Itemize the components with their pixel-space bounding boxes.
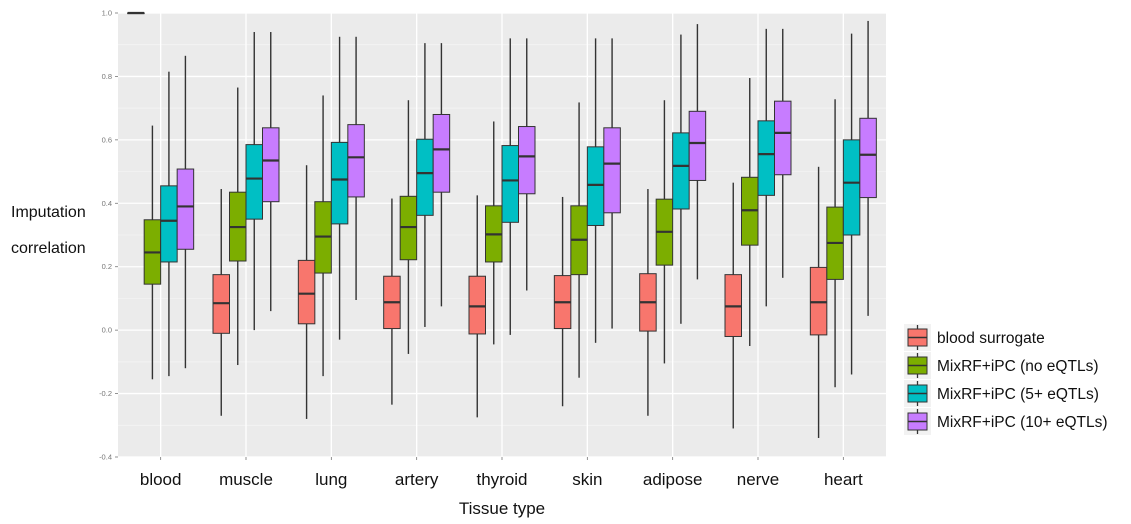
box-heart-series-0 xyxy=(809,166,828,438)
box-thyroid-series-3 xyxy=(518,38,536,291)
box-skin-series-2 xyxy=(586,38,605,343)
box-skin-series-3 xyxy=(603,38,621,329)
box-iqr xyxy=(501,145,519,223)
box-nerve-series-0 xyxy=(724,182,742,429)
x-tick-label: blood xyxy=(140,470,182,489)
box-iqr xyxy=(245,144,263,220)
y-axis-title-line-1: Imputation xyxy=(11,204,86,221)
box-iqr xyxy=(757,120,775,196)
box-artery-series-2 xyxy=(416,43,434,327)
box-iqr xyxy=(297,259,316,325)
y-axis-title-line-2: correlation xyxy=(11,240,86,257)
box-heart-series-3 xyxy=(859,20,877,316)
box-iqr xyxy=(688,110,707,181)
box-nerve-series-3 xyxy=(774,28,792,278)
box-heart-series-1 xyxy=(826,99,844,388)
x-tick-label: heart xyxy=(824,470,863,489)
y-tick-label: 0.8 xyxy=(102,72,112,81)
x-tick-label: nerve xyxy=(737,470,780,489)
box-muscle-series-3 xyxy=(262,32,280,312)
box-iqr xyxy=(432,113,451,193)
box-iqr xyxy=(518,126,536,195)
box-iqr xyxy=(842,139,861,236)
box-adipose-series-0 xyxy=(639,189,657,416)
legend-label: MixRF+iPC (5+ eQTLs) xyxy=(937,386,1099,403)
y-tick-label: 1.0 xyxy=(102,9,112,18)
box-iqr xyxy=(468,275,486,335)
x-tick-label: skin xyxy=(572,470,602,489)
box-artery-series-1 xyxy=(399,100,418,354)
y-tick-label: 0.2 xyxy=(102,262,112,271)
x-axis-title: Tissue type xyxy=(459,499,545,518)
box-adipose-series-1 xyxy=(655,100,674,364)
y-tick-label: 0.4 xyxy=(102,199,112,208)
box-iqr xyxy=(586,146,605,226)
box-iqr xyxy=(809,266,828,336)
box-iqr xyxy=(672,132,690,210)
box-blood-series-3 xyxy=(176,55,195,369)
box-blood-series-0 xyxy=(127,11,145,15)
box-iqr xyxy=(160,185,178,263)
box-lung-series-1 xyxy=(314,95,332,377)
y-tick-label: -0.2 xyxy=(99,389,112,398)
box-adipose-series-3 xyxy=(688,24,707,280)
box-skin-series-0 xyxy=(553,196,572,407)
box-layer xyxy=(127,11,877,438)
legend-item: MixRF+iPC (no eQTLs) xyxy=(904,352,1099,379)
box-thyroid-series-1 xyxy=(485,121,503,345)
box-blood-series-2 xyxy=(160,71,178,377)
legend-item: MixRF+iPC (5+ eQTLs) xyxy=(904,380,1099,407)
y-tick-label: 0.6 xyxy=(102,135,112,144)
box-heart-series-2 xyxy=(842,33,861,375)
x-tick-label: thyroid xyxy=(476,470,527,489)
box-iqr xyxy=(774,100,792,176)
box-iqr xyxy=(176,168,195,250)
legend-label: MixRF+iPC (10+ eQTLs) xyxy=(937,414,1108,431)
legend-label: blood surrogate xyxy=(937,330,1045,347)
x-axis: blood muscle lung artery thyroid skin adipose n… xyxy=(140,457,863,489)
legend-item: blood surrogate xyxy=(904,324,1045,351)
y-tick-label: 0.0 xyxy=(102,326,112,335)
x-tick-label: artery xyxy=(395,470,439,489)
box-lung-series-3 xyxy=(347,36,365,301)
x-tick-label: adipose xyxy=(643,470,703,489)
box-lung-series-0 xyxy=(297,165,316,419)
box-muscle-series-0 xyxy=(212,189,230,416)
box-artery-series-3 xyxy=(432,43,451,307)
box-iqr xyxy=(603,127,621,214)
y-tick-label: -0.4 xyxy=(99,453,112,462)
box-blood-series-1 xyxy=(143,125,162,380)
box-muscle-series-2 xyxy=(245,32,263,331)
box-skin-series-1 xyxy=(570,102,588,378)
box-iqr xyxy=(347,124,365,198)
legend-label: MixRF+iPC (no eQTLs) xyxy=(937,358,1099,375)
box-iqr xyxy=(859,117,877,199)
x-tick-label: lung xyxy=(315,470,347,489)
box-iqr xyxy=(262,127,280,203)
legend-item: MixRF+iPC (10+ eQTLs) xyxy=(904,408,1108,435)
legend: blood surrogate MixRF+iPC (no eQTLs) MixRF… xyxy=(904,324,1108,435)
x-tick-label: muscle xyxy=(219,470,273,489)
y-axis: -0.4 -0.2 0.0 0.2 0.4 0.6 0.8 1.0 xyxy=(99,9,118,462)
box-iqr xyxy=(416,138,434,216)
box-thyroid-series-0 xyxy=(468,195,486,418)
box-iqr xyxy=(330,141,349,225)
box-nerve-series-1 xyxy=(741,78,759,346)
box-artery-series-0 xyxy=(383,198,401,405)
box-adipose-series-2 xyxy=(672,34,690,324)
box-muscle-series-1 xyxy=(229,87,247,366)
